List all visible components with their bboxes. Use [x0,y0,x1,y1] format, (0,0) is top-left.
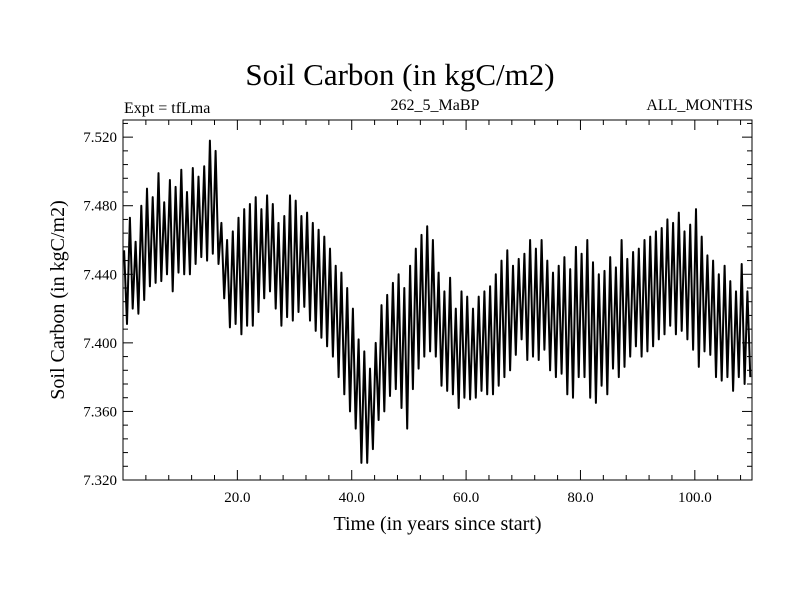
x-tick-label: 20.0 [224,490,250,506]
y-axis-label: Soil Carbon (in kgC/m2) [47,200,69,399]
y-tick-label: 7.480 [83,199,117,215]
experiment-label: Expt = tfLma [124,100,211,117]
chart-title: Soil Carbon (in kgC/m2) [245,57,555,92]
y-tick-label: 7.400 [83,336,117,352]
x-tick-label: 100.0 [678,490,712,506]
x-tick-label: 80.0 [567,490,593,506]
plot-frame [122,119,753,481]
months-label: ALL_MONTHS [646,97,753,114]
soil-carbon-line [123,139,752,464]
y-tick-label: 7.520 [83,130,117,146]
y-tick-label: 7.360 [83,404,117,420]
x-axis-label: Time (in years since start) [333,513,541,535]
y-tick-label: 7.320 [83,473,117,489]
x-tick-label: 60.0 [453,490,479,506]
x-tick-label: 40.0 [339,490,365,506]
y-tick-label: 7.440 [83,267,117,283]
period-label: 262_5_MaBP [390,97,480,114]
